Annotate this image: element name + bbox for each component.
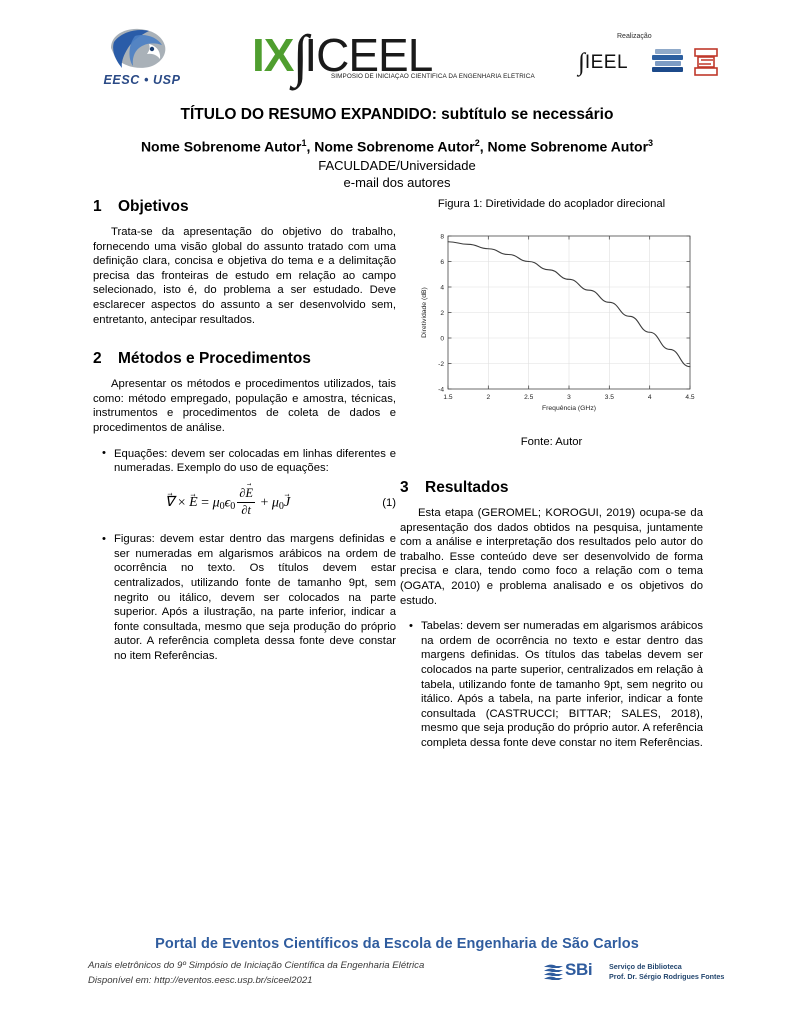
page-footer: Portal de Eventos Científicos da Escola … bbox=[0, 930, 794, 1028]
footer-title: Portal de Eventos Científicos da Escola … bbox=[155, 936, 639, 952]
footer-line-2[interactable]: Disponível em: http://eventos.eesc.usp.b… bbox=[88, 975, 313, 986]
sbi-subtitle: Serviço de Biblioteca Prof. Dr. Sérgio R… bbox=[609, 962, 724, 981]
footer-line-1: Anais eletrônicos do 9º Simpósio de Inic… bbox=[88, 960, 425, 971]
bullet-equacoes: Equações: devem ser colocadas em linhas … bbox=[102, 446, 396, 476]
realizacao-label: Realização bbox=[617, 33, 652, 40]
sbi-subtitle-line-2: Prof. Dr. Sérgio Rodrigues Fontes bbox=[609, 971, 725, 981]
directivity-line-chart: 1.5 2 2.5 3 3.5 4 4.5 8 6 4 2 0 -2 -4 Frequência (GHz)… bbox=[421, 233, 695, 412]
section-heading-objetivos: 1 Objetivos bbox=[93, 197, 396, 217]
paragraph-objetivos: Trata-se da apresentação do objetivo do … bbox=[93, 226, 396, 326]
svg-text:2: 2 bbox=[486, 394, 490, 401]
figure-1-chart: 1.5 2 2.5 3 3.5 4 4.5 8 6 4 2 0 -2 -4 Frequência (GHz)… bbox=[400, 226, 703, 426]
svg-text:2: 2 bbox=[440, 310, 444, 317]
bullet-list-metodos: Equações: devem ser colocadas em linhas … bbox=[93, 446, 396, 476]
page-title: TÍTULO DO RESUMO EXPANDIDO: subtítulo se… bbox=[180, 106, 614, 123]
siceel-wordmark: IX∫ICEEL bbox=[252, 27, 433, 85]
realizacao-block: Realização ∫IEEL bbox=[563, 33, 723, 83]
section-title-1: Objetivos bbox=[118, 198, 189, 215]
section-title-2: Métodos e Procedimentos bbox=[118, 350, 311, 368]
fieel-logo: ∫IEEL bbox=[578, 47, 629, 76]
page-header: EESC • USP IX∫ICEEL SIMPÓSIO DE INICIAÇÃ… bbox=[0, 0, 794, 98]
right-column: Figura 1: Diretividade do acoplador dire… bbox=[400, 197, 703, 761]
sbi-wordmark: SBi bbox=[565, 960, 593, 979]
title-block: TÍTULO DO RESUMO EXPANDIDO: subtítulo se… bbox=[83, 105, 711, 191]
svg-text:3.5: 3.5 bbox=[605, 394, 614, 401]
partner-logo-icon bbox=[694, 48, 718, 76]
sbi-book-icon bbox=[544, 964, 563, 980]
paragraph-resultados: Esta etapa (GEROMEL; KOROGUI, 2019) ocup… bbox=[400, 507, 703, 607]
fieel-rest: IEEL bbox=[584, 52, 629, 73]
section-number-1: 1 bbox=[93, 198, 102, 215]
author-1-sup: 1 bbox=[301, 138, 307, 148]
svg-text:0: 0 bbox=[440, 335, 444, 342]
svg-text:-2: -2 bbox=[438, 361, 444, 368]
authors-line: Nome Sobrenome Autor1, Nome Sobrenome Au… bbox=[140, 138, 654, 155]
siceel-integral-glyph: ∫ bbox=[292, 23, 308, 88]
svg-text:-4: -4 bbox=[438, 386, 444, 393]
eesc-emblem-icon bbox=[111, 28, 166, 68]
affiliation-line: FACULDADE/Universidade bbox=[318, 157, 476, 173]
sbi-subtitle-line-1: Serviço de Biblioteca bbox=[609, 962, 682, 971]
email-line: e-mail dos autores bbox=[343, 174, 451, 190]
bullet-list-figuras: Figuras: devem estar dentro das margens … bbox=[93, 532, 396, 663]
eesc-usp-label: EESC • USP bbox=[103, 73, 181, 87]
sbi-logo: SBi Serviço de Biblioteca Prof. Dr. Sérg… bbox=[543, 960, 724, 986]
siceel-roman: IX bbox=[252, 29, 294, 81]
bullet-list-tabelas: Tabelas: devem ser numeradas em algarism… bbox=[400, 619, 703, 750]
svg-text:3: 3 bbox=[567, 394, 571, 401]
bullet-figuras: Figuras: devem estar dentro das margens … bbox=[102, 532, 396, 663]
svg-text:Frequência (GHz): Frequência (GHz) bbox=[542, 405, 596, 412]
section-heading-resultados: 3 Resultados bbox=[400, 478, 703, 498]
section-heading-metodos: 2 Métodos e Procedimentos bbox=[93, 349, 396, 369]
paragraph-metodos: Apresentar os métodos e procedimentos ut… bbox=[93, 378, 396, 434]
bullet-tabelas: Tabelas: devem ser numeradas em algarism… bbox=[409, 619, 703, 750]
svg-text:1.5: 1.5 bbox=[443, 394, 452, 401]
svg-text:4.5: 4.5 bbox=[685, 394, 694, 401]
section-number-3: 3 bbox=[400, 479, 409, 496]
author-3-sup: 3 bbox=[648, 138, 654, 148]
siceel-logo: IX∫ICEEL SIMPÓSIO DE INICIAÇÃO CIENTÍFIC… bbox=[252, 27, 535, 90]
siceel-tagline: SIMPÓSIO DE INICIAÇÃO CIENTÍFICA DA ENGE… bbox=[331, 73, 535, 80]
svg-text:4: 4 bbox=[440, 284, 444, 291]
left-column: 1 Objetivos Trata-se da apresentação do o… bbox=[93, 197, 396, 674]
svg-text:8: 8 bbox=[440, 233, 444, 240]
svg-text:Diretividade (dB): Diretividade (dB) bbox=[421, 287, 428, 338]
figure-1-source: Fonte: Autor bbox=[520, 436, 583, 448]
equation-1-number: (1) bbox=[382, 497, 396, 509]
section-number-2: 2 bbox=[93, 350, 102, 368]
figure-1-caption: Figura 1: Diretividade do acoplador dire… bbox=[437, 198, 666, 210]
svg-text:6: 6 bbox=[440, 259, 444, 266]
sel-stack-logo-icon bbox=[651, 48, 684, 76]
fieel-integral-glyph: ∫ bbox=[578, 49, 585, 76]
author-3: Nome Sobrenome Autor bbox=[487, 138, 649, 155]
section-title-3: Resultados bbox=[425, 479, 509, 496]
equation-1-body: ∇ × E = μ0ϵ0∂E∂t + μ0J bbox=[93, 486, 362, 519]
author-2: Nome Sobrenome Autor bbox=[314, 138, 475, 155]
footer-text-block: Anais eletrônicos do 9º Simpósio de Inic… bbox=[88, 958, 424, 988]
eesc-usp-logo: EESC • USP bbox=[83, 26, 201, 90]
svg-text:4: 4 bbox=[648, 394, 652, 401]
author-2-sup: 2 bbox=[474, 138, 480, 148]
equation-1: ∇ × E = μ0ϵ0∂E∂t + μ0J (1) bbox=[93, 486, 396, 519]
siceel-rest: ICEEL bbox=[304, 29, 433, 81]
author-1: Nome Sobrenome Autor bbox=[140, 138, 302, 155]
svg-text:2.5: 2.5 bbox=[524, 394, 533, 401]
